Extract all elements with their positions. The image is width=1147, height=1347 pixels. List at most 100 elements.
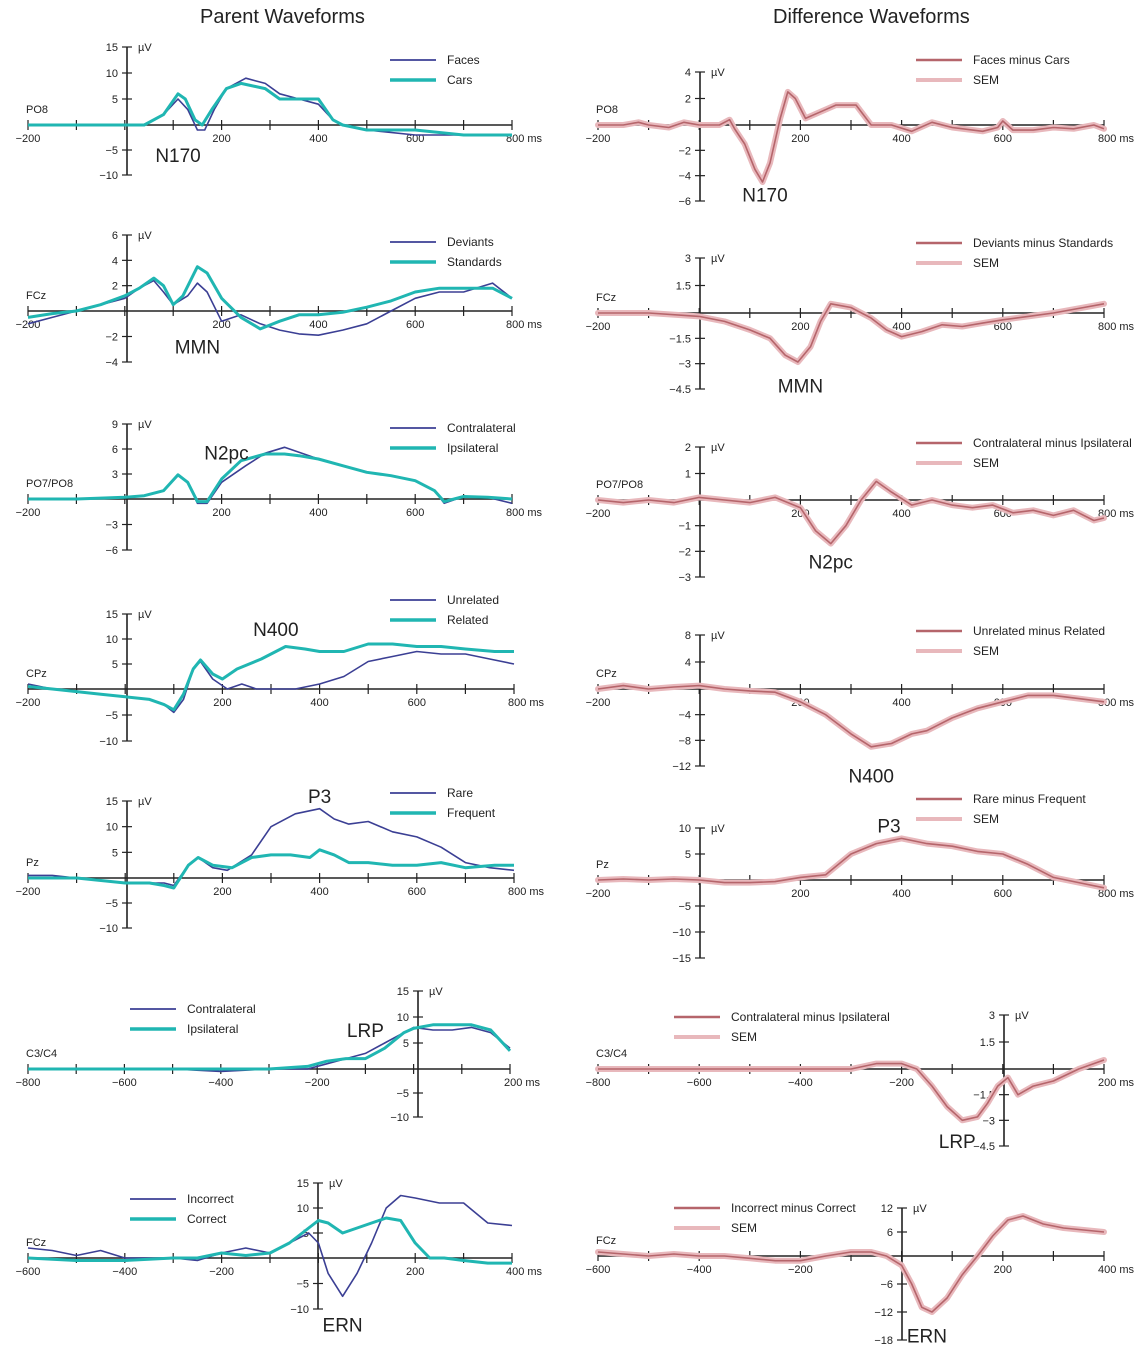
x-tick-label: 800 ms [506, 507, 543, 519]
sem-band [595, 478, 1107, 547]
x-tick-label: 200 [212, 133, 230, 145]
y-tick-label: −4 [678, 171, 691, 183]
sem-band [595, 1213, 1107, 1315]
x-tick-label: 200 [791, 133, 809, 145]
chart-p6: −800 −600 −400 −200 200 ms −10 −5 5 10 15 µV C3/C4 C… [16, 986, 541, 1124]
component-label: ERN [907, 1326, 947, 1347]
x-tick-label: 600 [406, 319, 424, 331]
x-tick-label: −200 [586, 508, 611, 520]
x-tick-label: 600 [408, 886, 426, 898]
y-tick-label: −10 [99, 736, 118, 748]
y-tick-label: 4 [685, 67, 691, 79]
y-axis-label: µV [329, 1178, 343, 1190]
x-tick-label: 800 ms [1098, 133, 1135, 145]
chart-p4: −200 200 400 600 800 ms −10 −5 5 10 15 µV CPz Unrela… [16, 593, 545, 748]
x-tick-label: −400 [208, 1077, 233, 1089]
legend-label: SEM [973, 812, 999, 826]
series-line-1 [28, 81, 512, 137]
x-tick-label: 400 [892, 888, 910, 900]
y-tick-label: 15 [106, 796, 118, 808]
x-tick-label: −200 [889, 1077, 914, 1089]
y-tick-label: 5 [685, 849, 691, 861]
series-line-0 [597, 684, 1105, 748]
y-axis-label: µV [138, 419, 152, 431]
legend-label: Faces [447, 53, 480, 67]
electrode-label: C3/C4 [596, 1048, 627, 1060]
y-tick-label: −6 [678, 196, 691, 208]
y-tick-label: −5 [396, 1088, 409, 1100]
y-tick-label: −4.5 [973, 1141, 995, 1153]
legend-label: Deviants [447, 235, 494, 249]
component-label: N2pc [809, 553, 853, 574]
x-tick-label: 600 [408, 697, 426, 709]
legend-label: Faces minus Cars [973, 53, 1070, 67]
y-tick-label: 3 [685, 253, 691, 265]
x-tick-label: 800 ms [1098, 321, 1135, 333]
electrode-label: Pz [26, 857, 39, 869]
series-line-0 [27, 650, 515, 714]
y-axis-label: µV [711, 67, 725, 79]
x-tick-label: −400 [112, 1266, 137, 1278]
chart-d1: −200 200 400 600 800 ms −6 −4 −2 2 4 µV PO8 Faces mi… [586, 53, 1135, 208]
y-tick-label: 10 [106, 822, 118, 834]
x-tick-label: −200 [16, 507, 41, 519]
x-tick-label: 400 ms [1098, 1264, 1135, 1276]
y-tick-label: −10 [672, 927, 691, 939]
y-axis-label: µV [429, 986, 443, 998]
y-tick-label: 10 [106, 68, 118, 80]
legend-label: SEM [731, 1030, 757, 1044]
electrode-label: FCz [596, 292, 616, 304]
x-tick-label: 800 ms [506, 133, 543, 145]
x-tick-label: 200 ms [1098, 1077, 1135, 1089]
component-label: N170 [742, 186, 787, 207]
y-tick-label: 10 [297, 1203, 309, 1215]
x-tick-label: 800 ms [1098, 508, 1135, 520]
y-tick-label: 3 [112, 469, 118, 481]
y-tick-label: 10 [397, 1012, 409, 1024]
y-axis-label: µV [711, 253, 725, 265]
y-tick-label: 4 [685, 657, 691, 669]
y-tick-label: −10 [99, 923, 118, 935]
series-line-0 [597, 837, 1105, 889]
y-tick-label: 6 [112, 230, 118, 242]
x-tick-label: −400 [788, 1077, 813, 1089]
x-tick-label: −600 [16, 1266, 41, 1278]
electrode-label: FCz [26, 290, 46, 302]
electrode-label: FCz [596, 1235, 616, 1247]
x-tick-label: −200 [788, 1264, 813, 1276]
y-tick-label: −12 [874, 1307, 893, 1319]
x-tick-label: 200 [406, 1266, 424, 1278]
x-tick-label: −200 [16, 697, 41, 709]
y-tick-label: 1.5 [980, 1037, 995, 1049]
x-tick-label: 400 ms [506, 1266, 543, 1278]
y-tick-label: 10 [679, 823, 691, 835]
electrode-label: C3/C4 [26, 1048, 57, 1060]
y-axis-label: µV [913, 1203, 927, 1215]
series-line-1 [27, 1216, 512, 1265]
y-tick-label: 5 [403, 1038, 409, 1050]
x-tick-label: 800 ms [1098, 697, 1135, 709]
x-tick-label: 600 [406, 133, 424, 145]
legend-label: Contralateral minus Ipsilateral [731, 1010, 890, 1024]
y-tick-label: 8 [685, 630, 691, 642]
chart-p5: −200 200 400 600 800 ms −10 −5 5 10 15 µV Pz Rare Fre… [16, 786, 545, 935]
y-tick-label: −3 [678, 572, 691, 584]
legend-label: Incorrect minus Correct [731, 1201, 856, 1215]
y-tick-label: 9 [112, 419, 118, 431]
y-tick-label: −3 [982, 1115, 995, 1127]
y-tick-label: 2 [112, 281, 118, 293]
legend-label: Rare minus Frequent [973, 792, 1086, 806]
x-tick-label: 800 ms [508, 697, 545, 709]
x-tick-label: 800 ms [506, 319, 543, 331]
y-tick-label: −18 [874, 1335, 893, 1347]
chart-p1: −200 200 400 600 800 ms −10 −5 5 10 15 µV PO8 Faces C… [16, 42, 543, 182]
legend-label: SEM [731, 1221, 757, 1235]
chart-p3: −200 200 400 600 800 ms −6 −3 3 6 9 µV PO7/PO8 Contr… [16, 419, 543, 557]
difference-waveforms-title: Difference Waveforms [773, 6, 970, 28]
electrode-label: PO8 [26, 104, 48, 116]
x-tick-label: 400 [892, 133, 910, 145]
legend-label: Rare [447, 786, 473, 800]
series-line-0 [598, 303, 1105, 363]
